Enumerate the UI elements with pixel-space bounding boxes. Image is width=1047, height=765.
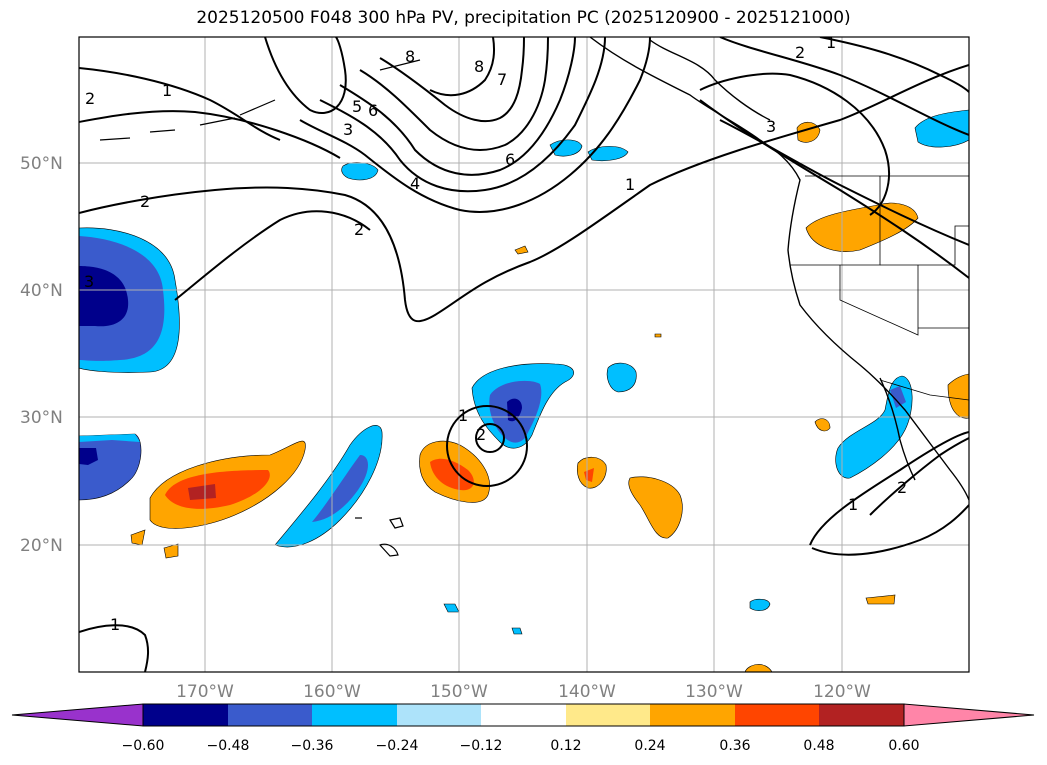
map-title: 2025120500 F048 300 hPa PV, precipitatio… <box>196 8 851 28</box>
contour-label: 1 <box>826 33 836 52</box>
contour-label: 4 <box>410 174 420 193</box>
colorbar-tick: 0.60 <box>888 738 919 754</box>
colorbar-tick: −0.12 <box>460 738 503 754</box>
contour-labels: 1 2 2 3 4 5 6 6 7 8 8 1 2 3 2 1 1 2 1 2 … <box>84 33 907 634</box>
contour-label: 7 <box>497 70 507 89</box>
colorbar-bin <box>566 704 650 726</box>
lon-label-160w: 160°W <box>303 682 361 702</box>
contour-label: 5 <box>352 97 362 116</box>
pv-contours <box>79 37 969 672</box>
lat-label-40n: 40°N <box>20 281 63 301</box>
contour-label: 2 <box>85 89 95 108</box>
colorbar-tick: −0.48 <box>207 738 250 754</box>
precip-negative-region-west <box>79 227 180 373</box>
lon-label-120w: 120°W <box>813 682 871 702</box>
map-background <box>79 37 969 672</box>
lon-label-170w: 170°W <box>176 682 234 702</box>
colorbar-bin <box>397 704 481 726</box>
islands <box>99 59 421 557</box>
contour-label: 3 <box>766 117 776 136</box>
colorbar: −0.60 −0.48 −0.36 −0.24 −0.12 0.12 0.24 … <box>11 703 1035 754</box>
precip-positive-center <box>419 440 683 539</box>
colorbar-bin <box>228 704 312 726</box>
lon-label-130w: 130°W <box>685 682 743 702</box>
colorbar-over-arrow <box>903 703 1035 727</box>
contour-label: 1 <box>162 81 172 100</box>
precip-negative-region-southwest <box>79 433 142 501</box>
coastline-north-america <box>589 37 969 501</box>
colorbar-tick: 0.12 <box>550 738 581 754</box>
precip-negative-baja <box>835 109 969 479</box>
contour-label: 1 <box>110 615 120 634</box>
contour-label: 6 <box>368 101 378 120</box>
gridlines <box>79 37 969 672</box>
colorbar-tick: 0.36 <box>719 738 750 754</box>
contour-label: 8 <box>474 57 484 76</box>
contour-label: 2 <box>476 425 486 444</box>
lon-label-140w: 140°W <box>558 682 616 702</box>
colorbar-bin <box>143 704 228 726</box>
lat-label-20n: 20°N <box>20 536 63 556</box>
contour-label: 1 <box>848 495 858 514</box>
contour-label: 8 <box>405 47 415 66</box>
precip-positive-northeast <box>514 121 969 672</box>
colorbar-tick: 0.48 <box>803 738 834 754</box>
lat-label-50n: 50°N <box>20 154 63 174</box>
colorbar-bin <box>481 704 566 726</box>
lat-label-30n: 30°N <box>20 408 63 428</box>
colorbar-bin <box>650 704 735 726</box>
contour-label: 2 <box>354 220 364 239</box>
contour-label: 3 <box>84 272 94 291</box>
contour-label: 2 <box>795 43 805 62</box>
lon-label-150w: 150°W <box>430 682 488 702</box>
contour-label: 2 <box>140 192 150 211</box>
colorbar-tick: 0.24 <box>634 738 665 754</box>
colorbar-bin <box>312 704 397 726</box>
map-frame <box>78 36 970 673</box>
colorbar-tick: −0.36 <box>291 738 334 754</box>
colorbar-tick: −0.60 <box>122 738 165 754</box>
contour-label: 6 <box>505 150 515 169</box>
contour-label: 1 <box>458 406 468 425</box>
precip-negative-band-hawaii <box>274 425 383 548</box>
contour-label: 3 <box>343 120 353 139</box>
colorbar-bin <box>819 704 904 726</box>
colorbar-bin <box>735 704 819 726</box>
precip-positive-region-west <box>130 440 306 559</box>
colorbar-tick: −0.24 <box>376 738 419 754</box>
colorbar-under-arrow <box>11 703 144 727</box>
contour-label: 2 <box>897 478 907 497</box>
contour-label: 1 <box>625 175 635 194</box>
